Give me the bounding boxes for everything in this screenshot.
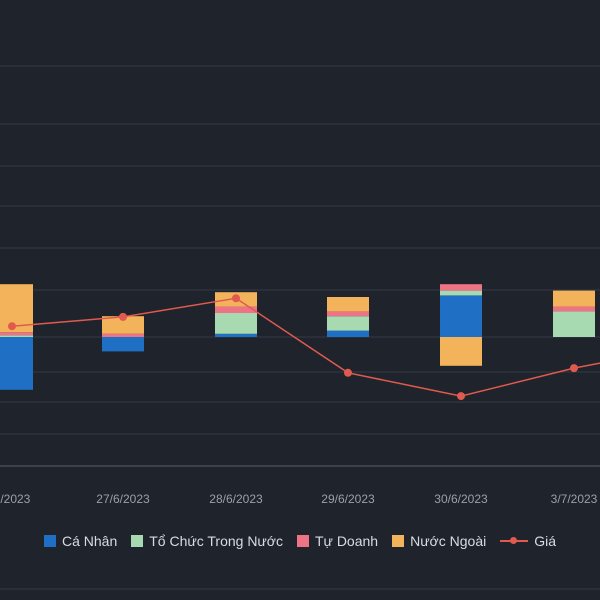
price-point <box>344 368 352 377</box>
bar-segment <box>327 330 369 337</box>
price-point <box>570 364 578 373</box>
legend-line-marker-gia <box>500 535 529 547</box>
chart-legend: Cá Nhân Tổ Chức Trong Nước Tự Doanh Nước… <box>0 529 600 553</box>
legend-item-to-chuc-trong-nuoc[interactable]: Tổ Chức Trong Nước <box>131 533 283 549</box>
legend-item-ca-nhan[interactable]: Cá Nhân <box>43 533 118 549</box>
bar-segment <box>102 333 144 337</box>
bar-segment <box>215 313 257 334</box>
bar-segment <box>440 337 482 366</box>
price-point <box>8 322 16 331</box>
legend-label-tu-doanh: Tự Doanh <box>315 533 379 549</box>
bar-segment <box>215 306 257 313</box>
bar-segment <box>0 332 33 336</box>
bar-segment <box>327 316 369 331</box>
legend-item-tu-doanh[interactable]: Tự Doanh <box>297 533 378 549</box>
x-tick-label: 3/7/2023 <box>551 492 598 506</box>
bar-segment <box>440 295 482 337</box>
price-line <box>11 297 600 397</box>
x-tick-label: 30/6/2023 <box>434 492 488 506</box>
legend-swatch-tu-doanh <box>297 535 309 547</box>
legend-label-to-chuc-trong-nuoc: Tổ Chức Trong Nước <box>149 533 283 549</box>
x-tick-label: 6/2023 <box>0 492 31 506</box>
x-tick-label: 29/6/2023 <box>321 492 375 506</box>
legend-item-nuoc-ngoai[interactable]: Nước Ngoài <box>392 533 486 549</box>
legend-label-ca-nhan: Cá Nhân <box>61 533 118 549</box>
bar-segment <box>102 316 144 334</box>
legend-label-nuoc-ngoai: Nước Ngoài <box>410 533 487 549</box>
bar-segment <box>553 306 595 312</box>
bar-segment <box>440 284 482 291</box>
bar-segment <box>553 311 595 337</box>
bar-segment <box>0 335 33 337</box>
bar-segment <box>553 290 595 307</box>
price-point <box>232 294 240 303</box>
bar-segment <box>440 290 482 296</box>
bar-segment <box>327 297 369 312</box>
x-tick-label: 28/6/2023 <box>209 492 263 506</box>
legend-item-gia[interactable]: Giá <box>500 533 556 549</box>
legend-swatch-ca-nhan <box>43 535 56 547</box>
x-tick-label: 27/6/2023 <box>96 492 150 506</box>
price-point <box>457 392 465 401</box>
price-point <box>119 312 127 321</box>
bar-segment <box>327 311 369 317</box>
bar-segment <box>102 337 144 352</box>
bar-segment <box>215 333 257 337</box>
legend-swatch-nuoc-ngoai <box>392 535 405 547</box>
legend-swatch-to-chuc-trong-nuoc <box>131 535 144 547</box>
legend-label-gia: Giá <box>534 533 557 549</box>
bar-segment <box>0 337 33 390</box>
